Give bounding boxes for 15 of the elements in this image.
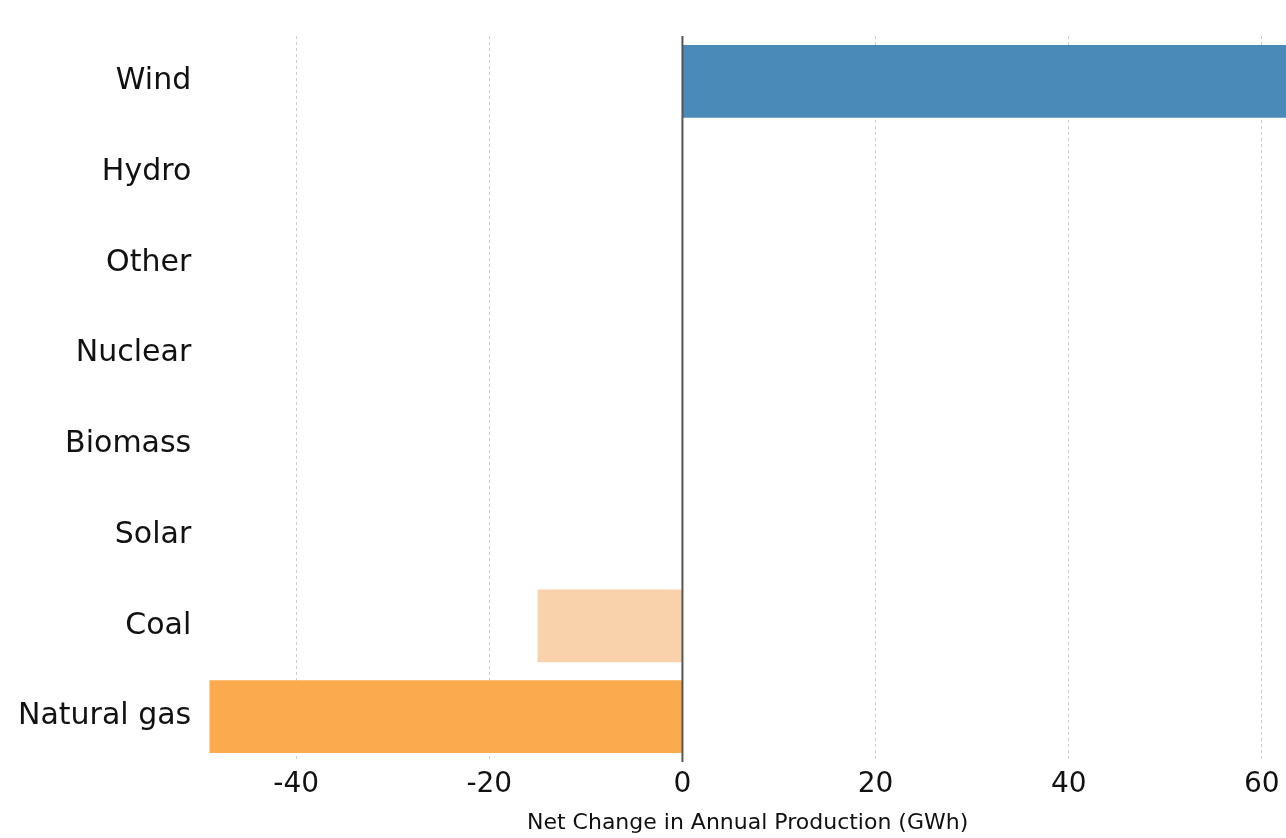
y-tick-label: Solar bbox=[114, 514, 192, 550]
x-tick-label: 0 bbox=[673, 766, 692, 800]
y-tick-label: Wind bbox=[115, 61, 192, 97]
x-tick-label: -40 bbox=[273, 766, 320, 800]
x-tick-label: 60 bbox=[1244, 766, 1280, 800]
x-tick-label: 20 bbox=[857, 766, 894, 800]
y-tick-label: Nuclear bbox=[75, 333, 192, 369]
x-axis-title: Net Change in Annual Production (GWh) bbox=[526, 808, 969, 834]
y-tick-label: Coal bbox=[125, 605, 192, 641]
y-tick-label: Natural gas bbox=[18, 696, 192, 732]
y-tick-label: Biomass bbox=[65, 424, 192, 460]
y-tick-label: Other bbox=[106, 242, 192, 278]
x-tick-label: -20 bbox=[466, 766, 513, 800]
x-tick-label: 40 bbox=[1050, 766, 1087, 800]
y-tick-label: Hydro bbox=[101, 151, 192, 187]
